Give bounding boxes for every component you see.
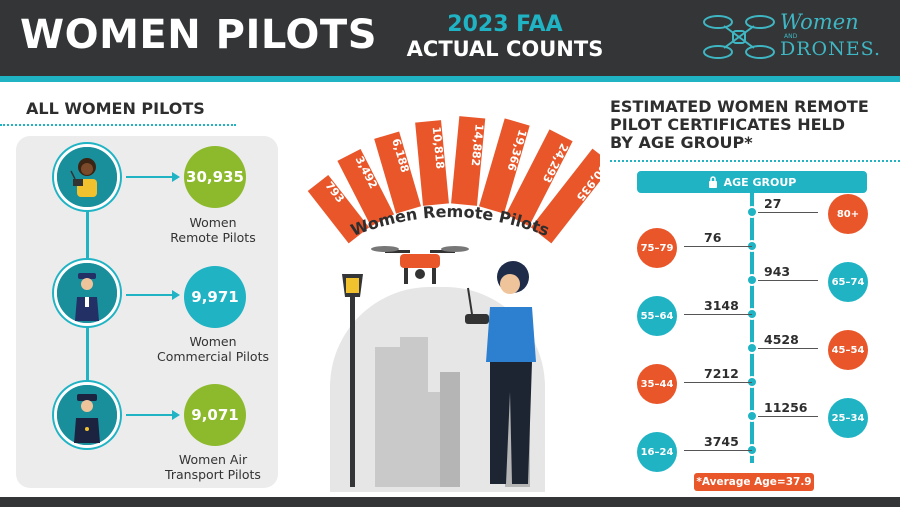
air-transport-pilots-label: Women Air Transport Pilots bbox=[165, 452, 261, 482]
age-group-leader bbox=[758, 212, 818, 213]
logo-and-text: AND bbox=[784, 33, 798, 40]
drone-icon bbox=[371, 246, 469, 284]
fan-bar-label: 14,882 bbox=[469, 123, 486, 166]
logo-drones-text: DRONES. bbox=[780, 38, 881, 60]
fan-bar-rect bbox=[337, 149, 395, 227]
remote-pilot-avatar bbox=[54, 144, 120, 210]
fan-bar-rect bbox=[505, 129, 573, 227]
logo-women-text: Women bbox=[780, 10, 859, 34]
age-group-badge: 35–44 bbox=[637, 364, 677, 404]
right-title-divider bbox=[610, 160, 900, 162]
fan-bar-label: 10,818 bbox=[430, 126, 447, 169]
timeline-dot bbox=[746, 342, 758, 354]
timeline-dot bbox=[746, 274, 758, 286]
fan-bar-rect bbox=[530, 148, 600, 244]
fan-bar-rect bbox=[479, 118, 530, 214]
age-group-badge: 16–24 bbox=[637, 432, 677, 472]
age-group-badge: 55–64 bbox=[637, 296, 677, 336]
age-group-count: 11256 bbox=[764, 400, 808, 415]
age-group-header: AGE GROUP bbox=[637, 171, 867, 193]
subtitle-year: 2023 FAA bbox=[447, 12, 563, 37]
all-women-pilots-title: ALL WOMEN PILOTS bbox=[26, 99, 205, 118]
arrow-icon bbox=[126, 290, 180, 300]
age-group-badge: 25–34 bbox=[828, 398, 868, 438]
age-group-badge: 80+ bbox=[828, 194, 868, 234]
age-group-count: 27 bbox=[764, 196, 782, 211]
page-subtitle: 2023 FAA ACTUAL COUNTS bbox=[385, 12, 625, 62]
commercial-pilot-avatar bbox=[54, 260, 120, 326]
fan-bar: 30,935 bbox=[530, 148, 600, 244]
remote-pilots-count: 30,935 bbox=[184, 146, 246, 208]
age-group-badge: 45–54 bbox=[828, 330, 868, 370]
fan-bar-rect bbox=[451, 116, 486, 206]
age-group-badge: 65–74 bbox=[828, 262, 868, 302]
woman-pilot-figure bbox=[465, 261, 536, 484]
fan-bar-rect bbox=[374, 131, 421, 214]
age-group-leader bbox=[684, 382, 752, 383]
fan-bar-rect bbox=[307, 175, 370, 244]
age-group-count: 3148 bbox=[704, 298, 739, 313]
age-group-leader bbox=[758, 348, 818, 349]
left-title-divider bbox=[0, 124, 236, 126]
subtitle-counts: ACTUAL COUNTS bbox=[406, 37, 604, 61]
age-group-count: 943 bbox=[764, 264, 791, 279]
fan-bar: 10,818 bbox=[415, 120, 449, 206]
header-divider bbox=[0, 76, 900, 82]
pilot-scene bbox=[330, 246, 545, 492]
age-group-leader bbox=[684, 450, 752, 451]
age-group-count: 7212 bbox=[704, 366, 739, 381]
remote-pilots-illustration: 793 3,492 6,188 10,818 14,882 19,366 24,293 30,… bbox=[300, 92, 600, 492]
remote-pilots-label: Women Remote Pilots bbox=[170, 215, 256, 245]
age-group-leader bbox=[684, 246, 752, 247]
timeline-dot bbox=[746, 206, 758, 218]
remote-pilots-banner: Women Remote Pilots bbox=[348, 202, 552, 240]
women-and-drones-logo: Women AND DRONES. bbox=[700, 8, 890, 66]
age-timeline bbox=[750, 193, 754, 463]
age-group-leader bbox=[758, 280, 818, 281]
age-group-count: 76 bbox=[704, 230, 722, 245]
connector-line bbox=[86, 198, 89, 258]
age-group-count: 3745 bbox=[704, 434, 739, 449]
connector-line bbox=[86, 322, 89, 382]
header-bar: WOMEN PILOTS 2023 FAA ACTUAL COUNTS Wome… bbox=[0, 0, 900, 76]
timeline-dot bbox=[746, 410, 758, 422]
fan-bar: 793 bbox=[307, 175, 370, 244]
arrow-icon bbox=[126, 172, 180, 182]
fan-bar: 14,882 bbox=[451, 116, 486, 206]
air-transport-pilots-count: 9,071 bbox=[184, 384, 246, 446]
footer-bar bbox=[0, 497, 900, 507]
fan-bar-rect bbox=[415, 120, 449, 206]
commercial-pilots-count: 9,971 bbox=[184, 266, 246, 328]
age-group-badge: 75–79 bbox=[637, 228, 677, 268]
age-group-leader bbox=[758, 416, 818, 417]
age-group-leader bbox=[684, 314, 752, 315]
arrow-icon bbox=[126, 410, 180, 420]
age-group-count: 4528 bbox=[764, 332, 799, 347]
lock-icon bbox=[708, 176, 717, 188]
commercial-pilots-label: Women Commercial Pilots bbox=[156, 334, 269, 364]
average-age-note: *Average Age=37.9 bbox=[694, 473, 814, 491]
pilot-stats-panel: 30,935 Women Remote Pilots 9,971 Women C… bbox=[16, 136, 278, 488]
age-group-title: ESTIMATED WOMEN REMOTE PILOT CERTIFICATE… bbox=[610, 97, 869, 152]
air-transport-pilot-avatar bbox=[54, 382, 120, 448]
page-title: WOMEN PILOTS bbox=[20, 12, 378, 58]
drone-logo-icon bbox=[703, 15, 775, 59]
